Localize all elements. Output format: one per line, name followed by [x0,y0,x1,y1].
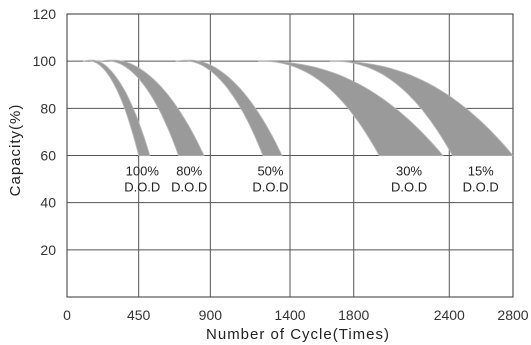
y-tick-label: 40 [40,195,56,211]
x-axis-title: Number of Cycle(Times) [206,326,390,343]
x-tick-label: 2800 [497,307,528,323]
x-tick-labels: 0 450 900 1400 1800 2400 2800 [63,307,529,323]
x-tick-label: 900 [199,307,223,323]
band-label-dod: D.O.D [124,180,160,195]
capacity-bands [82,59,514,156]
band-label-percent: 15% [468,164,494,179]
band-label-dod: D.O.D [391,180,427,195]
band-label-dod: D.O.D [463,180,499,195]
band-label-percent: 30% [396,164,422,179]
x-tick-label: 0 [63,307,71,323]
grid-lines [67,14,513,297]
band-label-percent: 80% [176,164,202,179]
band-2 [98,59,205,156]
y-tick-label: 80 [40,100,56,116]
band-3 [175,59,283,156]
y-axis-title: Capacity(%) [7,104,24,197]
y-tick-label: 20 [40,242,56,258]
y-tick-label: 120 [33,6,57,22]
band-4 [258,60,444,156]
x-tick-label: 1800 [338,307,369,323]
y-tick-label: 60 [40,148,56,164]
band-5 [329,60,514,156]
x-tick-label: 2400 [434,307,465,323]
x-tick-label: 1400 [274,307,305,323]
band-label-percent: 100% [126,164,160,179]
band-label-dod: D.O.D [171,180,207,195]
band-1 [82,59,151,156]
band-label-dod: D.O.D [252,180,288,195]
x-tick-label: 450 [127,307,151,323]
y-tick-labels: 20 40 60 80 100 120 [33,6,57,258]
band-labels: 100%D.O.D80%D.O.D50%D.O.D30%D.O.D15%D.O.… [124,164,499,195]
y-tick-label: 100 [33,53,57,69]
band-label-percent: 50% [257,164,283,179]
